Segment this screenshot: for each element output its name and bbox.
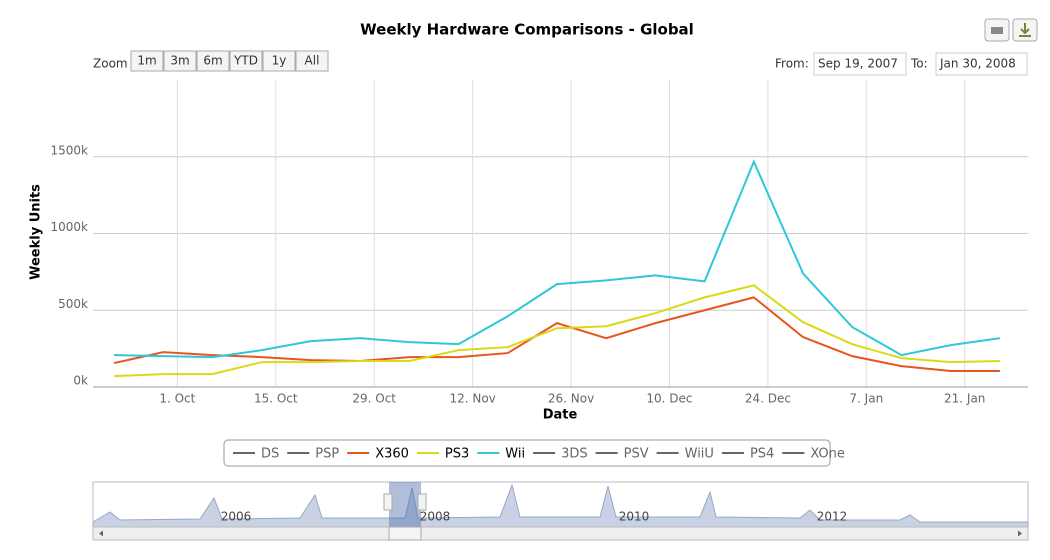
from-input[interactable] [813,52,907,76]
scrollbar-track[interactable] [92,526,1029,541]
navigator-label: 2008 [420,510,451,524]
from-value: Sep 19, 2007 [818,57,898,71]
legend-label[interactable]: Wii [505,447,525,462]
zoom-button[interactable] [163,50,197,72]
from-label: From: [775,57,809,71]
zoom-label: Zoom [93,57,128,71]
legend-label[interactable]: PSP [315,447,339,462]
to-input[interactable] [935,52,1028,76]
navigator-series [92,483,1029,528]
chart-title: Weekly Hardware Comparisons - Global [360,21,694,39]
y-tick-label: 0k [73,374,88,388]
legend-label[interactable]: DS [261,447,279,462]
legend-label[interactable]: WiiU [685,447,714,462]
zoom-button-label: All [305,54,320,68]
navigator-handle[interactable] [383,493,393,511]
legend-label[interactable]: X360 [375,447,409,462]
x-tick-label: 7. Jan [849,392,883,406]
print-icon [991,27,1003,34]
zoom-button-label: 1y [272,54,287,68]
scrollbar-thumb[interactable] [388,526,422,541]
navigator-label: 2012 [817,510,848,524]
y-tick-label: 1000k [51,220,89,234]
zoom-button[interactable] [295,50,329,72]
navigator-selection[interactable] [389,482,421,527]
navigator-handle[interactable] [417,493,427,511]
series-line [114,159,1001,359]
zoom-button-label: YTD [233,54,258,68]
legend-label[interactable]: 3DS [561,447,588,462]
y-tick-label: 1500k [51,143,89,157]
series-line [113,296,1000,373]
to-label: To: [910,57,928,71]
navigator-label: 2010 [619,510,650,524]
x-tick-label: 21. Jan [944,392,985,406]
zoom-button-label: 3m [170,54,189,68]
y-axis-title: Weekly Units [29,184,44,280]
x-axis-title: Date [543,408,578,423]
zoom-button[interactable] [130,50,164,72]
legend-label[interactable]: PS3 [445,447,469,462]
x-tick-label: 29. Oct [352,392,396,406]
zoom-button[interactable] [196,50,230,72]
download-icon [1019,23,1031,37]
zoom-button[interactable] [262,50,296,72]
legend-label[interactable]: PSV [624,447,649,462]
x-tick-label: 24. Dec [745,392,791,406]
x-tick-label: 1. Oct [159,392,195,406]
zoom-button-label: 6m [203,54,222,68]
legend-label[interactable]: XOne [810,447,845,462]
legend-label[interactable]: PS4 [750,447,774,462]
x-tick-label: 10. Dec [646,392,692,406]
zoom-button-label: 1m [137,54,156,68]
navigator-label: 2006 [221,510,252,524]
series-line [114,284,1000,378]
x-tick-label: 15. Oct [254,392,298,406]
x-tick-label: 26. Nov [548,392,594,406]
export-buttons[interactable] [984,18,1038,42]
zoom-button[interactable] [229,50,263,72]
y-tick-label: 500k [58,297,88,311]
to-value: Jan 30, 2008 [939,57,1016,71]
x-tick-label: 12. Nov [449,392,495,406]
legend-box [223,439,831,467]
